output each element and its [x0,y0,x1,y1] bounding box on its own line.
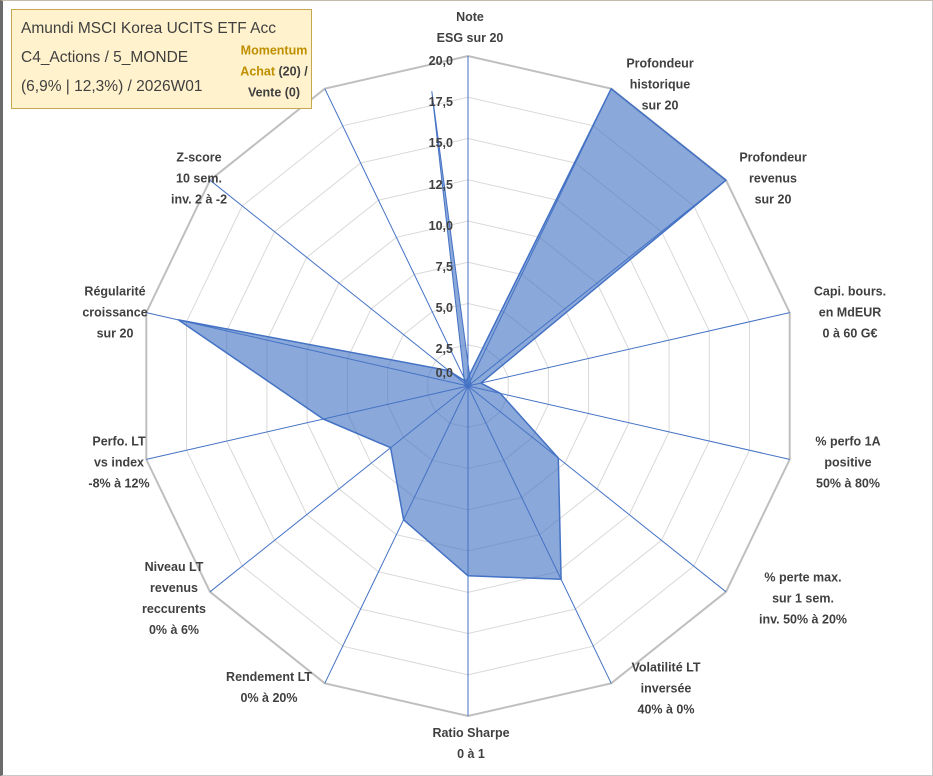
radial-tick-label: 0,0 [435,366,453,380]
axis-spoke-z-score [209,179,469,387]
radial-tick-label: 5,0 [435,301,453,315]
axis-label-note-esg: Note ESG sur 20 [436,10,504,45]
axis-label-perfo-1a-positive: % perfo 1A positive 50% à 80% [815,434,881,491]
axis-label-regularite-croissance: Régularité croissance sur 20 [82,284,148,341]
etf-title-box: Amundi MSCI Korea UCITS ETF Acc C4_Actio… [11,9,312,109]
etf-name: Amundi MSCI Korea UCITS ETF Acc [21,20,276,37]
radial-tick-label: 7,5 [435,260,453,274]
axis-label-momentum: Momentum Achat (20) / Vente (0) [240,41,307,104]
momentum-line2-accent: Achat [240,64,276,79]
radar-chart-svg [145,54,791,718]
axis-label-ratio-sharpe: Ratio Sharpe 0 à 1 [432,726,510,761]
radial-tick-label: 20,0 [428,54,453,68]
data-polygon [177,87,727,581]
axis-label-niveau-lt-revenus: Niveau LT revenus reccurents 0% à 6% [142,560,206,637]
axis-label-perte-max: % perte max. sur 1 sem. inv. 50% à 20% [758,570,848,627]
etf-performance: (6,9% | 12,3%) / 2026W01 [21,78,203,95]
radial-tick-label: 10,0 [428,219,453,233]
radial-tick-label: 2,5 [435,342,453,356]
axis-spoke-momentum [324,88,469,387]
axis-label-profondeur-revenus: Profondeur revenus sur 20 [739,150,807,207]
etf-category: C4_Actions / 5_MONDE [21,49,189,66]
radial-tick-label: 15,0 [428,136,453,150]
momentum-line2-rest: (20) / [275,64,308,79]
esg-spike-needle [431,91,472,387]
momentum-line3: Vente (0) [247,85,301,100]
momentum-line1: Momentum [240,43,308,58]
axis-label-volatilite-lt: Volatilité LT inversée 40% à 0% [631,660,701,717]
axis-label-rendement-lt: Rendement LT 0% à 20% [226,670,312,705]
axis-label-z-score: Z-score 10 sem. inv. 2 à -2 [170,150,228,207]
axis-label-profondeur-historique: Profondeur historique sur 20 [626,56,694,113]
axis-label-capi-bours: Capi. bours. en MdEUR 0 à 60 G€ [813,284,887,341]
axis-spoke-perfo-1a-positive [467,385,790,460]
radial-tick-label: 12,5 [428,178,453,192]
axis-label-perfo-lt-vs-index: Perfo. LT vs index -8% à 12% [88,434,150,491]
radial-tick-label: 17,5 [428,95,453,109]
axis-spoke-capi-bours [467,312,790,387]
